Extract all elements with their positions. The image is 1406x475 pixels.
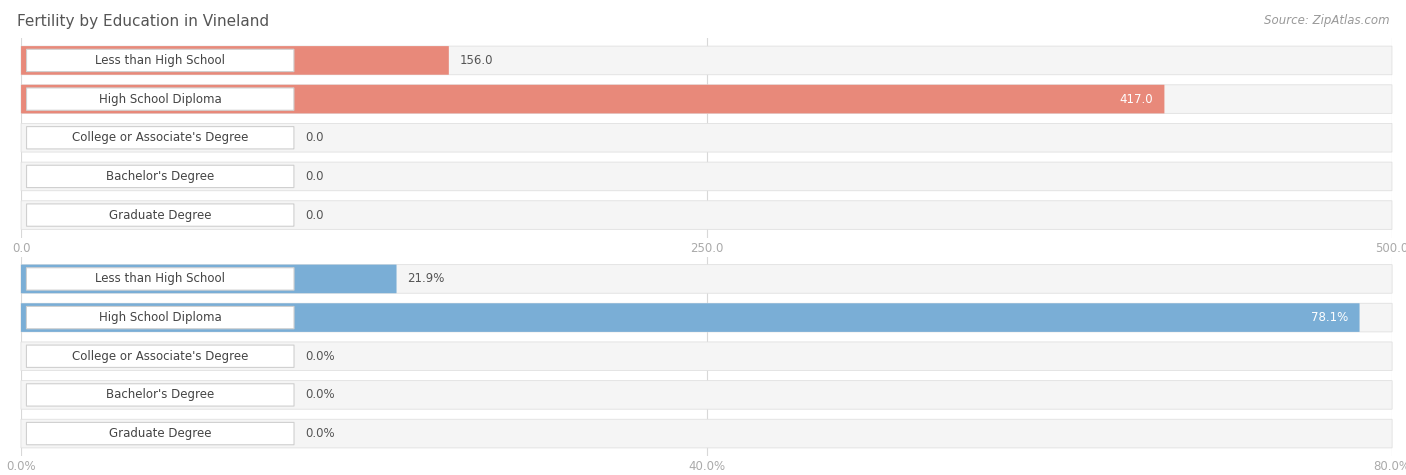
FancyBboxPatch shape [21,419,1392,448]
Text: Less than High School: Less than High School [96,54,225,67]
Text: 0.0: 0.0 [305,209,323,221]
Text: Source: ZipAtlas.com: Source: ZipAtlas.com [1264,14,1389,27]
Text: 417.0: 417.0 [1119,93,1153,105]
Text: 0.0%: 0.0% [305,350,335,363]
FancyBboxPatch shape [27,126,294,149]
Text: High School Diploma: High School Diploma [98,311,222,324]
FancyBboxPatch shape [21,265,396,293]
FancyBboxPatch shape [27,345,294,368]
FancyBboxPatch shape [27,49,294,72]
FancyBboxPatch shape [27,384,294,406]
FancyBboxPatch shape [21,162,1392,191]
FancyBboxPatch shape [21,201,1392,229]
Text: Less than High School: Less than High School [96,273,225,285]
FancyBboxPatch shape [27,204,294,226]
FancyBboxPatch shape [21,342,1392,370]
Text: 0.0: 0.0 [305,131,323,144]
FancyBboxPatch shape [21,303,1360,332]
FancyBboxPatch shape [21,303,1392,332]
FancyBboxPatch shape [27,306,294,329]
Text: College or Associate's Degree: College or Associate's Degree [72,131,249,144]
Text: Bachelor's Degree: Bachelor's Degree [105,170,214,183]
Text: 0.0%: 0.0% [305,427,335,440]
Text: Bachelor's Degree: Bachelor's Degree [105,389,214,401]
Text: Graduate Degree: Graduate Degree [110,209,211,221]
Text: 21.9%: 21.9% [408,273,444,285]
Text: High School Diploma: High School Diploma [98,93,222,105]
FancyBboxPatch shape [27,165,294,188]
Text: 78.1%: 78.1% [1312,311,1348,324]
FancyBboxPatch shape [21,46,449,75]
FancyBboxPatch shape [21,85,1164,114]
Text: College or Associate's Degree: College or Associate's Degree [72,350,249,363]
FancyBboxPatch shape [21,265,1392,293]
Text: 0.0%: 0.0% [305,389,335,401]
Text: Fertility by Education in Vineland: Fertility by Education in Vineland [17,14,269,29]
FancyBboxPatch shape [21,380,1392,409]
Text: 156.0: 156.0 [460,54,494,67]
Text: Graduate Degree: Graduate Degree [110,427,211,440]
FancyBboxPatch shape [27,422,294,445]
FancyBboxPatch shape [27,268,294,290]
FancyBboxPatch shape [21,85,1392,114]
FancyBboxPatch shape [27,88,294,110]
FancyBboxPatch shape [21,124,1392,152]
Text: 0.0: 0.0 [305,170,323,183]
FancyBboxPatch shape [21,46,1392,75]
